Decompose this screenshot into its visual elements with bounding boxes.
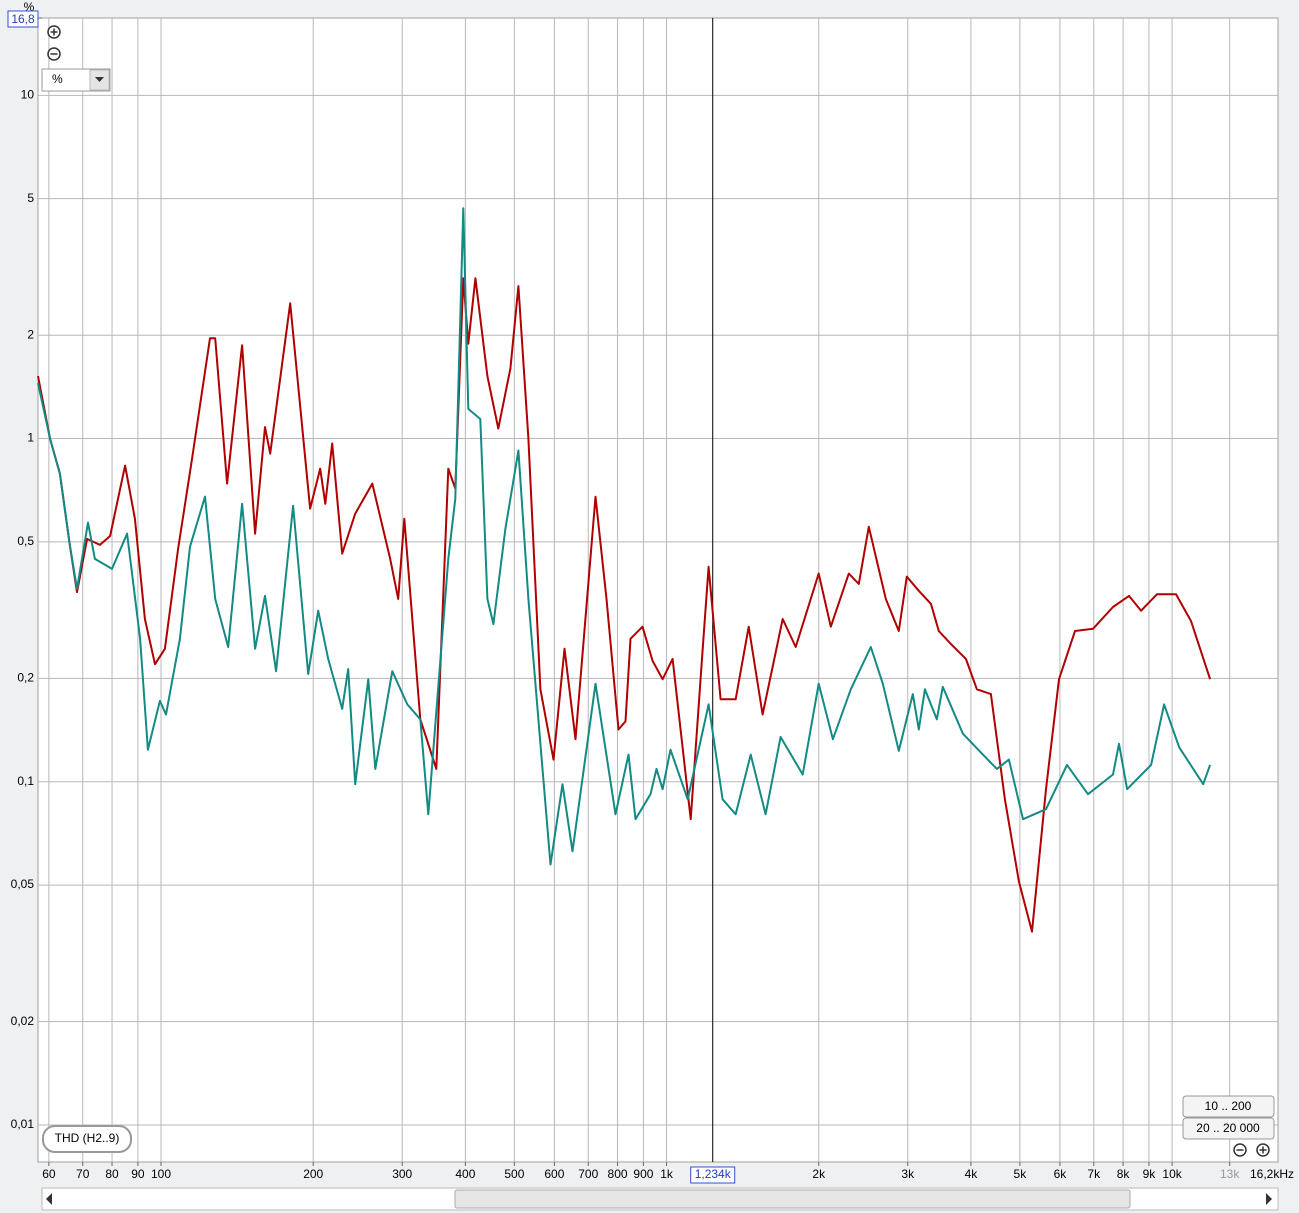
x-tick-label: 6k: [1054, 1167, 1068, 1181]
plot-area: [37, 17, 1279, 1163]
range-button[interactable]: [1182, 1117, 1275, 1140]
x-tick-label: 1k: [660, 1167, 674, 1181]
x-tick-label: 800: [608, 1167, 628, 1181]
x-tick-label: 3k: [901, 1167, 915, 1181]
x-tick-label: 7k: [1087, 1167, 1101, 1181]
labels: 0,01 0,02 0,05 0,1 0,2 0,5 1 2 5 10 60 70 80 90 100 200…: [11, 17, 1294, 1184]
zoom-out-x[interactable]: [1233, 1143, 1247, 1157]
cursor-box: [690, 1166, 736, 1184]
x-tick-label: 200: [303, 1167, 323, 1181]
scrollbar[interactable]: [41, 1187, 1279, 1211]
y-tick-label: 0,01: [11, 1117, 35, 1131]
zoom-in-y[interactable]: [47, 25, 61, 39]
x-tick-label: 60: [42, 1167, 56, 1181]
x-tick-label: 80: [105, 1167, 119, 1181]
range-button-text: 10 .. 200: [1205, 1099, 1252, 1113]
zoom-in-x[interactable]: [1256, 1143, 1270, 1157]
x-tick-label: 10k: [1162, 1167, 1182, 1181]
y-tick-label: 0,5: [17, 534, 34, 548]
x-tick-label: 8k: [1117, 1167, 1131, 1181]
x-tick-label: 9k: [1143, 1167, 1157, 1181]
x-tick-label: 13k: [1220, 1167, 1240, 1181]
cursor-label: 1,234k: [695, 1167, 732, 1181]
x-tick-label: 2k: [812, 1167, 826, 1181]
y-tick-label: 0,1: [17, 774, 34, 788]
traces: [37, 207, 1212, 933]
x-tick-label: 300: [392, 1167, 412, 1181]
y-unit: %: [24, 0, 35, 14]
zoom-out-y[interactable]: [47, 47, 61, 61]
y-max-box: [7, 10, 39, 28]
y-tick-label: 1: [27, 431, 34, 445]
y-tick-label: 0,02: [11, 1014, 35, 1028]
trace-label: THD (H2..9): [55, 1131, 120, 1145]
x-tick-label: 500: [504, 1167, 524, 1181]
y-tick-label: 5: [27, 191, 34, 205]
x-tick-label: 70: [76, 1167, 90, 1181]
y-tick-label: 2: [27, 327, 34, 341]
y-tick-label: 0,05: [11, 877, 35, 891]
range-button[interactable]: [1182, 1095, 1275, 1118]
x-tick-label: 400: [455, 1167, 475, 1181]
x-tick-label: 700: [578, 1167, 598, 1181]
x-tick-label: 90: [131, 1167, 145, 1181]
range-button-text: 20 .. 20 000: [1196, 1121, 1260, 1135]
trace-line: [37, 207, 1212, 866]
x-tick-label: 4k: [965, 1167, 979, 1181]
unit-dropdown[interactable]: [41, 68, 111, 92]
trace-line: [37, 277, 1212, 933]
x-tick-label: 16,2kHz: [1250, 1167, 1294, 1181]
x-tick-label: 100: [151, 1167, 171, 1181]
y-tick-label: 10: [21, 88, 35, 102]
x-tick-label: 5k: [1014, 1167, 1028, 1181]
unit-dropdown-text: %: [52, 72, 63, 86]
y-tick-label: 0,2: [17, 671, 34, 685]
grid: [38, 18, 1278, 1162]
x-tick-label: 600: [544, 1167, 564, 1181]
y-max-label: 16,8: [11, 12, 35, 26]
trace-button[interactable]: [42, 1125, 132, 1153]
x-tick-label: 900: [633, 1167, 653, 1181]
